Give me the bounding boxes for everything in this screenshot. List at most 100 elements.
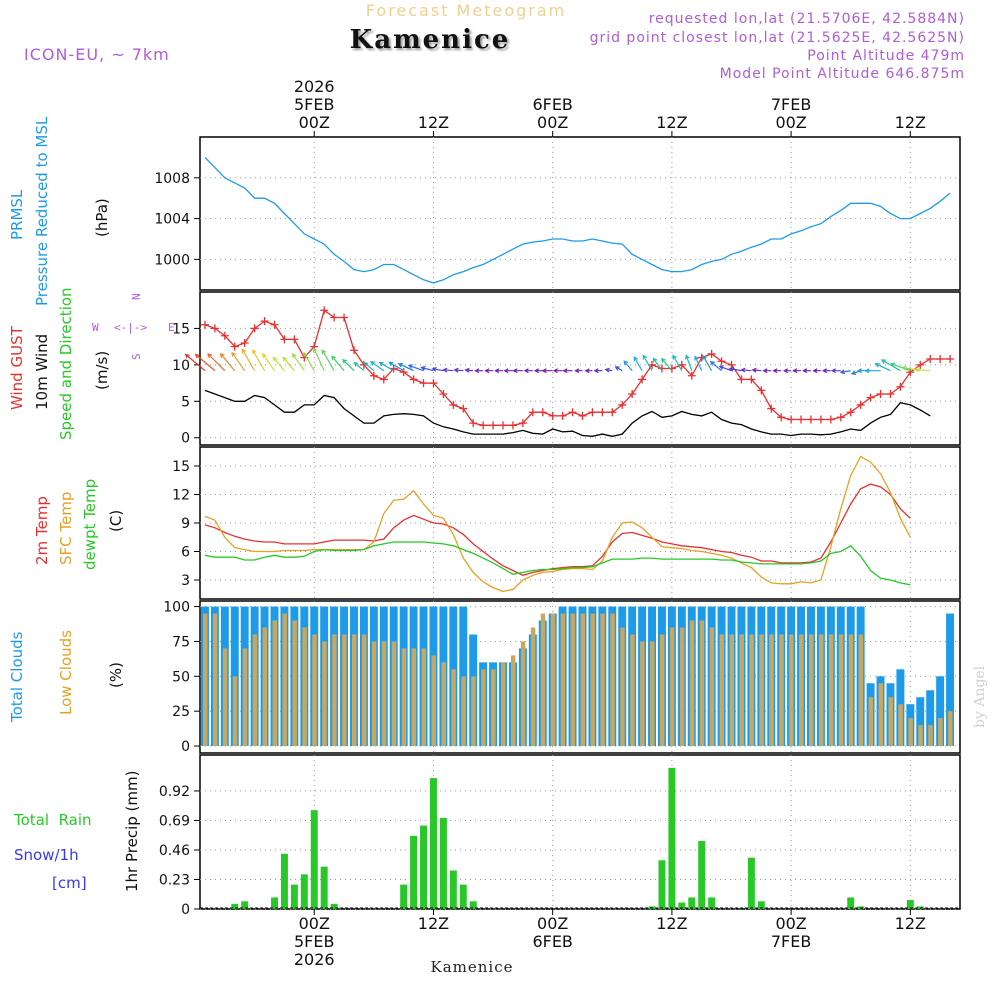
- wind-arrow: [901, 365, 921, 372]
- temp-ylabel: (C): [107, 510, 125, 532]
- low-cloud-bar: [719, 634, 725, 747]
- wind-arrow: [694, 355, 703, 371]
- gust-marker: [846, 408, 855, 417]
- low-cloud-bar: [709, 627, 715, 747]
- low-cloud-bar: [510, 655, 516, 747]
- wind-arrow: [431, 366, 444, 372]
- low-cloud-bar: [600, 613, 605, 747]
- wind-arrow: [512, 368, 523, 374]
- pressure-ytick-label: 1004: [154, 212, 190, 228]
- gust-marker: [777, 413, 786, 422]
- rain-bar: [320, 866, 328, 909]
- gust-marker: [469, 419, 478, 428]
- precip-panel: 0 0.23 0.46 0.69 0.92: [159, 754, 961, 918]
- wind-arrow: [321, 349, 335, 371]
- low-cloud-bar: [491, 669, 496, 747]
- wind-arrow: [584, 368, 593, 374]
- gust-marker: [717, 357, 726, 366]
- gust-marker: [449, 400, 458, 409]
- wind-ytick-label: 15: [172, 321, 190, 337]
- gust-marker: [946, 355, 955, 364]
- low-cloud-bar: [530, 627, 536, 747]
- gust-marker: [638, 375, 647, 384]
- low-cloud-bar: [401, 648, 407, 747]
- wind-arrow: [652, 357, 663, 372]
- wind-arrow: [474, 368, 484, 374]
- wind-arrow: [353, 361, 365, 372]
- gust-marker: [816, 415, 825, 424]
- gust-marker: [936, 355, 945, 364]
- low-cloud-bar: [302, 627, 307, 747]
- low-cloud-bar: [610, 613, 615, 747]
- low-cloud-bar: [391, 641, 397, 747]
- low-cloud-bar: [411, 648, 417, 747]
- wind-arrow: [523, 368, 533, 374]
- precip-ylabel: 1hr Precip (mm): [123, 771, 141, 892]
- clouds-label-low: Low Clouds: [57, 630, 75, 715]
- wind-arrow: [864, 368, 881, 374]
- gust-marker: [210, 324, 219, 333]
- gust-marker: [628, 390, 637, 398]
- clouds-ylabel: (%): [107, 662, 125, 688]
- wind-side-labels: Wind GUST 10m Wind Speed and Direction (…: [8, 287, 111, 440]
- temperature-ytick-label: 3: [181, 573, 190, 589]
- gust-marker: [419, 379, 428, 388]
- rain-bar: [747, 857, 755, 909]
- low-cloud-bar: [590, 613, 595, 747]
- time-label-bottom: 12Z: [895, 914, 926, 933]
- temperature-series-0: [204, 483, 911, 576]
- rain-bar: [310, 810, 318, 909]
- gust-marker: [757, 386, 766, 395]
- wind-arrow: [821, 368, 831, 374]
- compass-arrows: <-|->: [114, 321, 147, 334]
- low-cloud-bar: [640, 641, 645, 747]
- low-cloud-bar: [272, 620, 277, 747]
- wind-arrow: [494, 368, 503, 374]
- wind-series-1: [204, 389, 931, 437]
- bottom-station-label: Kamenice: [431, 958, 514, 976]
- clouds-panel: 0 25 50 75 100: [163, 600, 961, 755]
- rain-bar: [847, 897, 855, 909]
- wind-arrow: [685, 354, 693, 371]
- wind-arrow: [772, 368, 782, 374]
- precip-ytick-label: 0: [181, 902, 190, 918]
- gust-marker: [578, 411, 587, 420]
- low-cloud-bar: [312, 634, 317, 747]
- low-cloud-bar: [759, 634, 764, 747]
- wind-compass: N W <-|-> E S: [92, 293, 175, 360]
- gust-marker: [280, 335, 289, 344]
- gust-marker: [290, 335, 299, 344]
- pressure-ytick-label: 1008: [154, 171, 190, 187]
- low-cloud-bar: [888, 697, 893, 747]
- time-label-top: 00Z: [537, 113, 568, 132]
- wind-arrow: [880, 359, 901, 372]
- rain-bar: [906, 900, 914, 909]
- gust-marker: [866, 393, 875, 402]
- wind-arrow: [740, 367, 752, 373]
- low-cloud-bar: [322, 641, 327, 747]
- wind-arrow: [552, 368, 563, 374]
- wind-arrow: [830, 368, 841, 374]
- precip-ytick-label: 0.23: [159, 872, 190, 888]
- pressure-panel: 1000 1004 1008: [154, 136, 961, 291]
- low-cloud-bar: [620, 627, 625, 747]
- low-cloud-bar: [928, 725, 933, 747]
- rain-bar: [459, 884, 467, 909]
- temperature-side-labels: 2m Temp SFC Temp dewpt Temp (C): [33, 479, 125, 570]
- gust-marker: [896, 382, 905, 391]
- low-cloud-bar: [252, 634, 258, 747]
- model-altitude: Model Point Altitude 646.875m: [720, 66, 965, 82]
- low-cloud-bar: [441, 662, 446, 747]
- wind-arrow: [407, 364, 424, 372]
- wind-arrow: [890, 362, 911, 372]
- wind-ytick-label: 5: [181, 394, 190, 410]
- compass-n: N: [130, 293, 143, 300]
- gust-marker: [349, 346, 358, 355]
- plot-area: 1000100410080510153691215025507510000.23…: [154, 136, 961, 918]
- gust-marker: [459, 404, 468, 413]
- low-cloud-bar: [481, 669, 486, 747]
- precip-side-labels: Total Rain Snow/1h [cm] 1hr Precip (mm): [13, 771, 141, 892]
- gust-marker: [220, 331, 229, 340]
- rain-bar: [678, 902, 686, 909]
